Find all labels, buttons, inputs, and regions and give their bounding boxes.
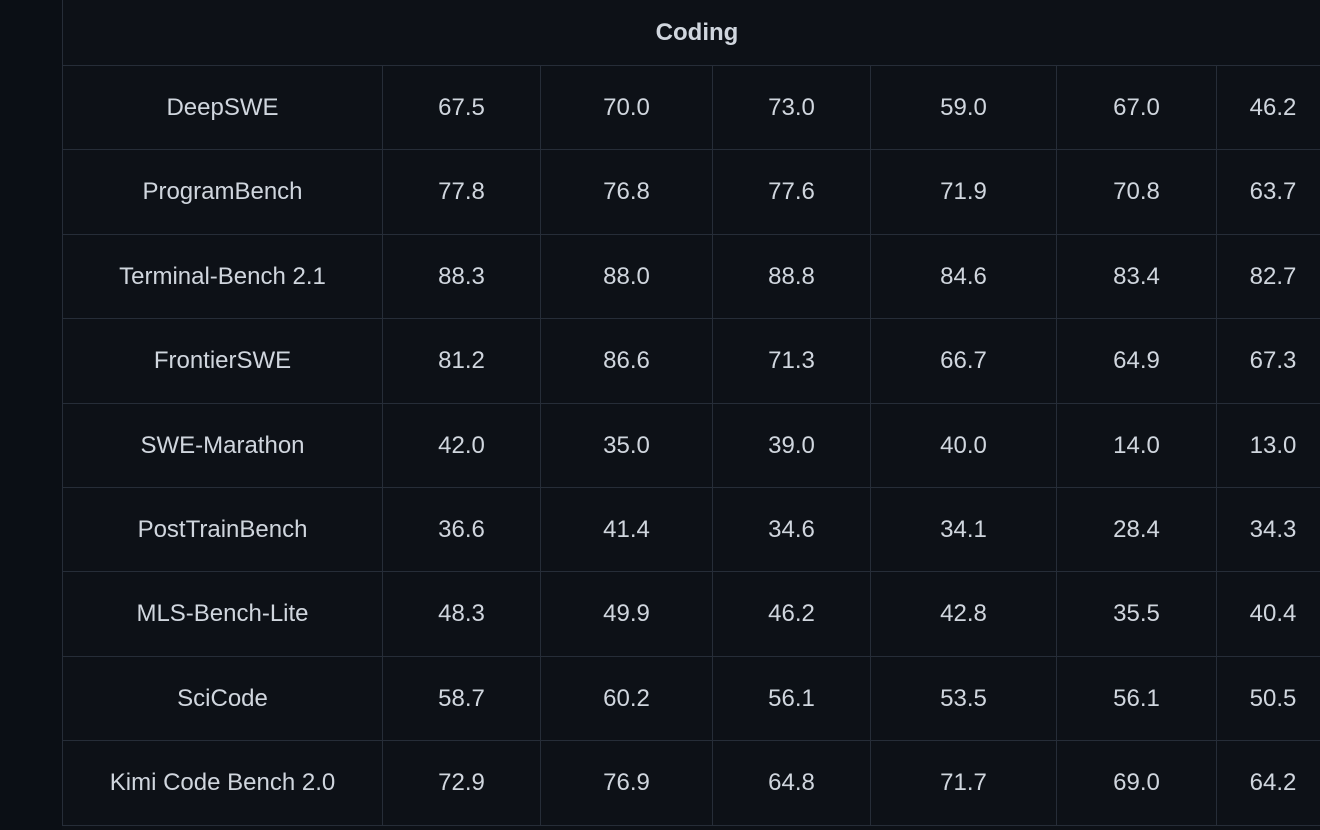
- benchmark-name: Terminal-Bench 2.1: [62, 235, 383, 319]
- score-cell: 42.8: [871, 572, 1057, 657]
- benchmark-name: ProgramBench: [62, 150, 383, 235]
- benchmark-name: SWE-Marathon: [62, 404, 383, 488]
- score-cell: 64.9: [1057, 319, 1217, 404]
- score-cell: 88.8: [713, 235, 871, 319]
- score-cell: 41.4: [541, 488, 713, 572]
- score-cell: 40.0: [871, 404, 1057, 488]
- benchmark-name: MLS-Bench-Lite: [62, 572, 383, 657]
- score-cell: 88.0: [541, 235, 713, 319]
- score-cell: 35.5: [1057, 572, 1217, 657]
- score-cell: 71.9: [871, 150, 1057, 235]
- score-cell: 70.8: [1057, 150, 1217, 235]
- score-cell: 35.0: [541, 404, 713, 488]
- score-cell: 77.6: [713, 150, 871, 235]
- score-cell: 76.8: [541, 150, 713, 235]
- score-cell: 58.7: [383, 657, 541, 741]
- score-cell: 60.2: [541, 657, 713, 741]
- score-cell: 34.1: [871, 488, 1057, 572]
- score-cell: 67.3: [1217, 319, 1320, 404]
- score-cell: 36.6: [383, 488, 541, 572]
- score-cell: 39.0: [713, 404, 871, 488]
- score-cell: 69.0: [1057, 741, 1217, 826]
- score-cell: 13.0: [1217, 404, 1320, 488]
- score-cell: 71.7: [871, 741, 1057, 826]
- score-cell: 14.0: [1057, 404, 1217, 488]
- score-cell: 88.3: [383, 235, 541, 319]
- score-cell: 84.6: [871, 235, 1057, 319]
- sidebar: [0, 0, 62, 830]
- score-cell: 76.9: [541, 741, 713, 826]
- benchmark-name: FrontierSWE: [62, 319, 383, 404]
- score-cell: 40.4: [1217, 572, 1320, 657]
- score-cell: 71.3: [713, 319, 871, 404]
- score-cell: 49.9: [541, 572, 713, 657]
- score-cell: 48.3: [383, 572, 541, 657]
- benchmark-name: DeepSWE: [62, 66, 383, 150]
- score-cell: 64.2: [1217, 741, 1320, 826]
- score-cell: 67.5: [383, 66, 541, 150]
- score-cell: 86.6: [541, 319, 713, 404]
- score-cell: 81.2: [383, 319, 541, 404]
- score-cell: 77.8: [383, 150, 541, 235]
- score-cell: 46.2: [713, 572, 871, 657]
- score-cell: 34.6: [713, 488, 871, 572]
- score-cell: 56.1: [713, 657, 871, 741]
- score-cell: 46.2: [1217, 66, 1320, 150]
- score-cell: 73.0: [713, 66, 871, 150]
- score-cell: 34.3: [1217, 488, 1320, 572]
- benchmark-name: SciCode: [62, 657, 383, 741]
- score-cell: 28.4: [1057, 488, 1217, 572]
- benchmark-name: PostTrainBench: [62, 488, 383, 572]
- score-cell: 72.9: [383, 741, 541, 826]
- score-cell: 64.8: [713, 741, 871, 826]
- benchmark-name: Kimi Code Bench 2.0: [62, 741, 383, 826]
- score-cell: 53.5: [871, 657, 1057, 741]
- score-cell: 66.7: [871, 319, 1057, 404]
- score-cell: 70.0: [541, 66, 713, 150]
- score-cell: 42.0: [383, 404, 541, 488]
- score-cell: 56.1: [1057, 657, 1217, 741]
- score-cell: 50.5: [1217, 657, 1320, 741]
- score-cell: 63.7: [1217, 150, 1320, 235]
- score-cell: 67.0: [1057, 66, 1217, 150]
- score-cell: 83.4: [1057, 235, 1217, 319]
- score-cell: 82.7: [1217, 235, 1320, 319]
- score-cell: 59.0: [871, 66, 1057, 150]
- section-header: Coding: [62, 0, 1320, 66]
